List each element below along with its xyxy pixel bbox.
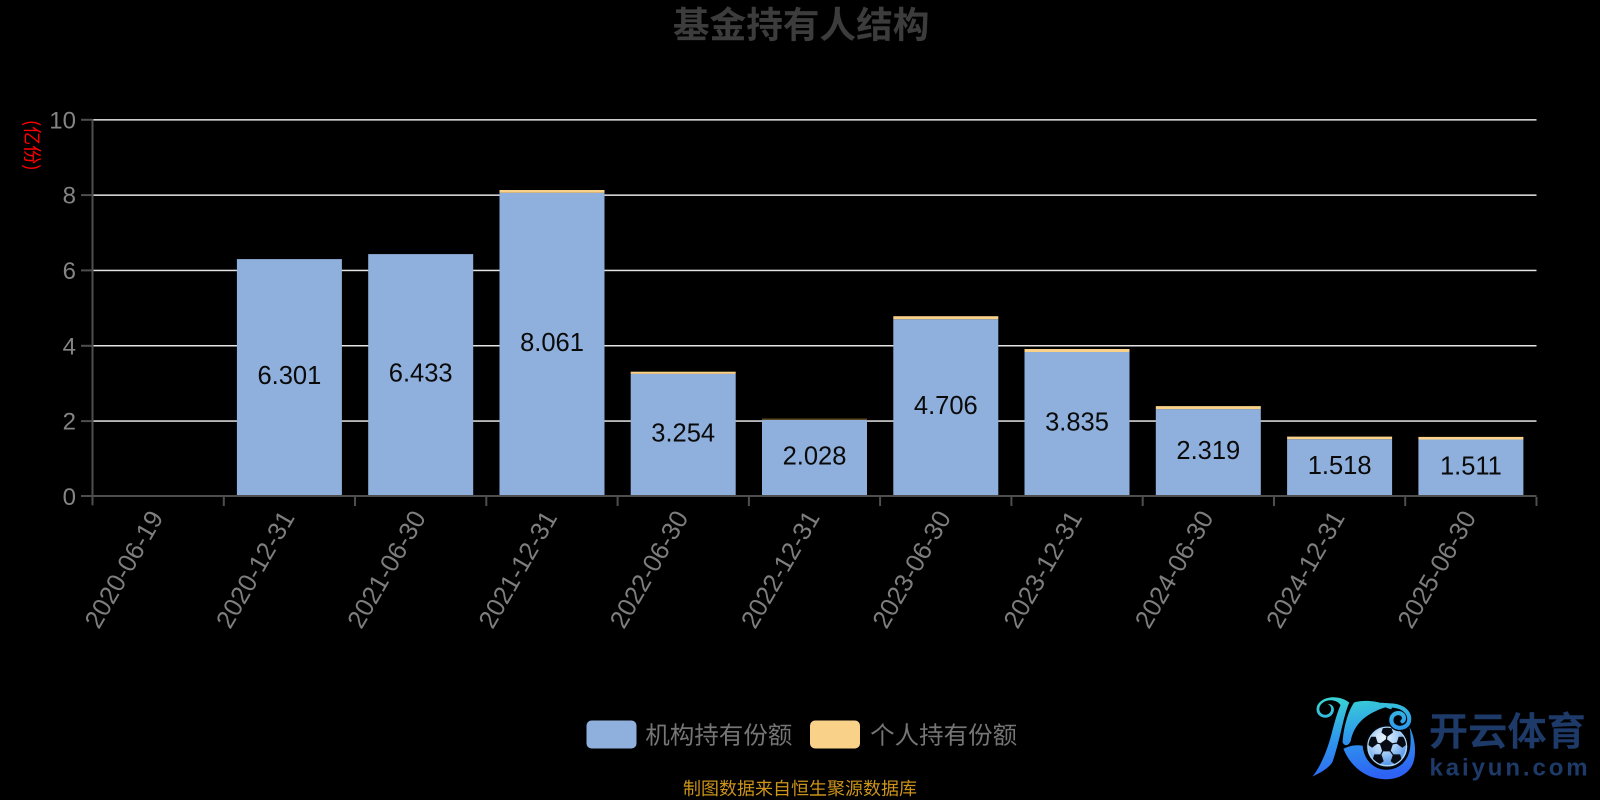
svg-text:kaiyun.com: kaiyun.com [1430,755,1591,782]
svg-text:8.061: 8.061 [520,329,584,357]
svg-text:6: 6 [63,258,76,285]
svg-text:4.706: 4.706 [914,392,978,420]
svg-text:3.835: 3.835 [1045,409,1109,437]
svg-text:2: 2 [63,409,76,436]
svg-text:0: 0 [63,484,76,511]
svg-text:10: 10 [49,107,76,134]
svg-text:2.319: 2.319 [1176,437,1240,465]
svg-text:4: 4 [63,333,76,360]
svg-text:8: 8 [63,183,76,210]
svg-text:2.028: 2.028 [783,443,847,471]
svg-text:1.511: 1.511 [1440,452,1502,480]
svg-text:3.254: 3.254 [651,420,715,448]
svg-text:6.301: 6.301 [257,362,321,390]
svg-text:1.518: 1.518 [1308,452,1372,480]
svg-text:6.433: 6.433 [389,360,453,388]
